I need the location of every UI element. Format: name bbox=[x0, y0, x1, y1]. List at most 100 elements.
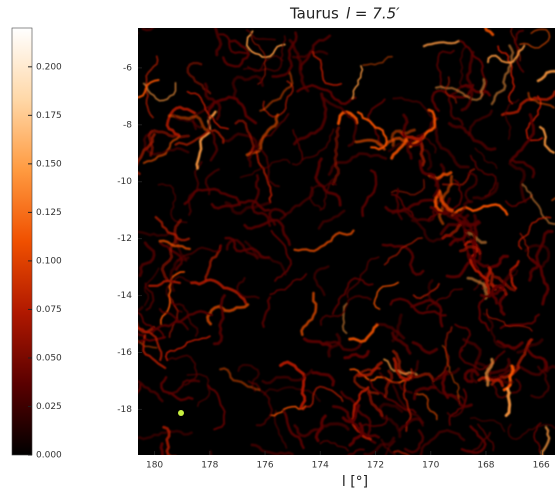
filament bbox=[498, 359, 547, 377]
filament bbox=[300, 291, 318, 337]
filament bbox=[529, 258, 550, 306]
filament bbox=[357, 361, 383, 378]
filament bbox=[204, 82, 222, 121]
y-tick-label: -8 bbox=[123, 120, 132, 130]
filament bbox=[142, 129, 190, 156]
filament bbox=[380, 438, 396, 455]
filament bbox=[187, 161, 203, 216]
filament bbox=[498, 292, 508, 316]
filament bbox=[245, 113, 280, 157]
filament bbox=[429, 175, 440, 198]
x-tick-label: 172 bbox=[367, 461, 384, 471]
filament bbox=[356, 111, 388, 151]
x-axis-label: l [°] bbox=[342, 474, 368, 490]
filament bbox=[418, 159, 436, 177]
filament bbox=[167, 379, 201, 395]
filament bbox=[439, 221, 462, 236]
filament bbox=[293, 424, 324, 438]
filament bbox=[460, 83, 492, 97]
filament bbox=[142, 82, 177, 102]
filament bbox=[234, 119, 255, 155]
filament bbox=[441, 222, 463, 240]
filament bbox=[138, 241, 156, 278]
filament bbox=[138, 132, 156, 176]
filament bbox=[312, 50, 343, 86]
filament bbox=[138, 336, 167, 344]
colorbar-tick-label: 0.100 bbox=[36, 256, 62, 266]
filament bbox=[536, 69, 555, 83]
filament bbox=[212, 294, 226, 346]
filament bbox=[172, 113, 202, 129]
colorbar-tick-label: 0.050 bbox=[36, 353, 62, 363]
x-tick-label: 178 bbox=[201, 461, 218, 471]
filament bbox=[455, 200, 474, 219]
filament bbox=[293, 229, 355, 253]
filament bbox=[431, 381, 466, 418]
filament bbox=[343, 349, 370, 360]
filament bbox=[469, 416, 506, 433]
filament bbox=[426, 288, 463, 311]
filament bbox=[207, 384, 226, 431]
source-marker bbox=[178, 410, 184, 416]
filament bbox=[251, 174, 272, 227]
filament bbox=[176, 244, 223, 262]
emission-map bbox=[138, 28, 555, 455]
filament bbox=[389, 297, 447, 317]
filament bbox=[311, 371, 336, 387]
filament bbox=[414, 392, 438, 421]
filament bbox=[354, 138, 386, 151]
filament bbox=[259, 70, 294, 112]
filament bbox=[394, 187, 403, 221]
filament bbox=[262, 80, 294, 118]
filament bbox=[466, 276, 489, 300]
filament bbox=[398, 417, 425, 432]
filament bbox=[160, 271, 186, 325]
filament bbox=[261, 296, 272, 328]
filament bbox=[204, 244, 222, 283]
filament bbox=[528, 229, 554, 282]
y-tick-label: -14 bbox=[117, 291, 132, 301]
filament bbox=[292, 129, 304, 161]
filament bbox=[485, 268, 492, 294]
filament bbox=[361, 169, 378, 218]
filament bbox=[392, 96, 439, 120]
filament bbox=[411, 341, 439, 355]
filament bbox=[487, 44, 526, 64]
filament bbox=[447, 122, 497, 152]
filament bbox=[504, 98, 520, 140]
filament bbox=[236, 276, 260, 299]
filament bbox=[138, 332, 147, 340]
filament bbox=[440, 370, 450, 399]
y-tick-label: -12 bbox=[117, 234, 132, 244]
filament bbox=[500, 90, 555, 117]
filament bbox=[255, 149, 273, 204]
filament bbox=[224, 201, 272, 215]
filament bbox=[463, 368, 480, 384]
filament bbox=[454, 323, 472, 353]
filament bbox=[261, 369, 313, 385]
filament bbox=[223, 132, 258, 168]
filament bbox=[502, 364, 515, 392]
colorbar-tick-label: 0.025 bbox=[36, 402, 62, 412]
filament bbox=[402, 113, 409, 139]
filament bbox=[432, 119, 470, 169]
filament bbox=[519, 28, 551, 49]
filament bbox=[484, 357, 495, 387]
filament bbox=[458, 39, 488, 98]
filament bbox=[422, 39, 460, 48]
filament bbox=[144, 282, 155, 311]
filament bbox=[384, 198, 438, 214]
filament bbox=[409, 108, 436, 148]
filament bbox=[321, 340, 363, 352]
filament bbox=[299, 34, 332, 71]
filament bbox=[368, 379, 417, 414]
filament bbox=[511, 158, 536, 179]
filament bbox=[331, 405, 381, 439]
filament bbox=[263, 386, 321, 402]
filament bbox=[514, 29, 525, 73]
filament bbox=[256, 112, 290, 149]
filament bbox=[363, 436, 396, 455]
filament bbox=[282, 409, 305, 450]
filament bbox=[247, 35, 287, 72]
